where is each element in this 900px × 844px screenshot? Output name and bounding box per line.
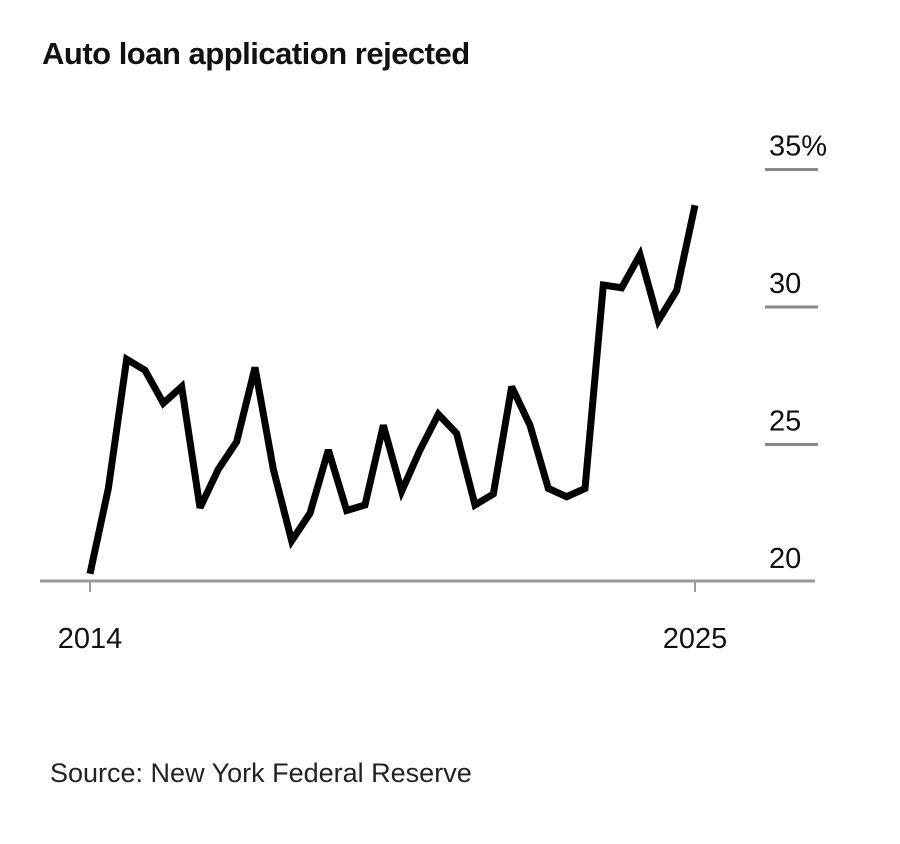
- series-line: [86, 204, 699, 575]
- series: [86, 204, 699, 575]
- y-tick-label: 20: [769, 543, 801, 575]
- x-axis: 2014 2025: [58, 581, 728, 655]
- y-axis: 35% 30 25 20: [765, 131, 827, 575]
- x-tick-label: 2014: [58, 623, 123, 655]
- y-tick-label: 35%: [769, 131, 827, 163]
- source-note: Source: New York Federal Reserve: [50, 758, 472, 788]
- y-tick-label: 25: [769, 406, 801, 438]
- chart-title: Auto loan application rejected: [42, 36, 470, 71]
- y-tick-label: 30: [769, 268, 801, 300]
- x-tick-label: 2025: [663, 623, 728, 655]
